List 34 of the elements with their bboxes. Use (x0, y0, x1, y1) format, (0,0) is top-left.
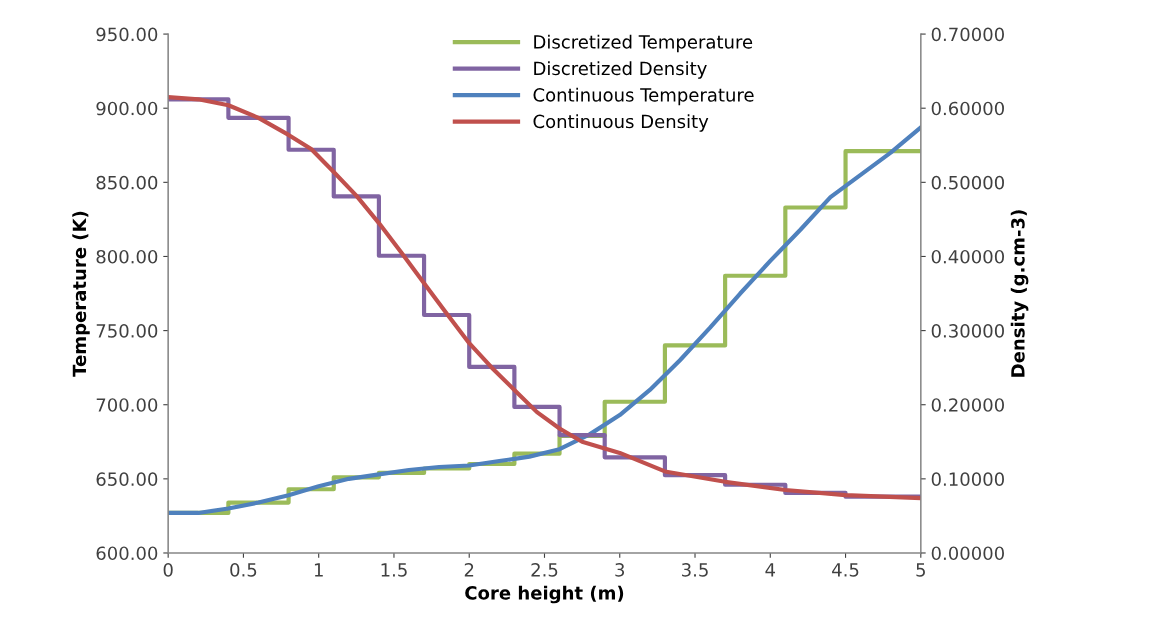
y-tick-label: 750.00 (96, 324, 158, 338)
x-tick-label: 3 (615, 563, 625, 577)
x-tick-label: 0 (163, 563, 173, 577)
x-tick-label: 5 (916, 563, 925, 577)
y-tick-label: 800.00 (96, 249, 158, 264)
y2-tick-label: 0.50000 (931, 175, 1004, 190)
x-tick-label: 1 (314, 563, 323, 577)
x-tick-label: 2.5 (531, 563, 558, 577)
y2-tick-label: 0.40000 (931, 249, 1004, 264)
y-axis-title: Temperature (K) (72, 211, 90, 377)
x-tick-label: 2 (464, 563, 474, 577)
legend-label: Discretized Density (534, 61, 707, 79)
legend-label: Continuous Density (533, 114, 709, 132)
x-tick-label: 3.5 (682, 563, 708, 577)
x-tick-label: 4 (765, 563, 776, 577)
y2-tick-label: 0.00000 (931, 546, 1004, 561)
y2-axis-title: Density (g.cm-3) (1010, 210, 1029, 377)
x-tick-label: 1.5 (381, 563, 407, 577)
x-axis-title: Core height (m) (465, 585, 624, 604)
y-tick-label: 600.00 (96, 546, 158, 561)
y-tick-label: 650.00 (96, 472, 158, 486)
y2-tick-label: 0.30000 (931, 324, 1004, 338)
y2-tick-label: 0.20000 (931, 398, 1004, 412)
x-tick-label: 0.5 (230, 563, 257, 577)
y-tick-label: 700.00 (96, 398, 158, 412)
x-tick-label: 4.5 (832, 563, 859, 577)
y2-tick-label: 0.10000 (931, 472, 1004, 486)
y-tick-label: 950.00 (96, 27, 158, 42)
y-tick-label: 900.00 (96, 101, 158, 116)
legend-label: Continuous Temperature (533, 87, 754, 106)
y2-tick-label: 0.70000 (931, 27, 1004, 42)
y-tick-label: 850.00 (96, 175, 158, 190)
y2-tick-label: 0.60000 (931, 101, 1004, 116)
legend-label: Discretized Temperature (534, 34, 753, 53)
